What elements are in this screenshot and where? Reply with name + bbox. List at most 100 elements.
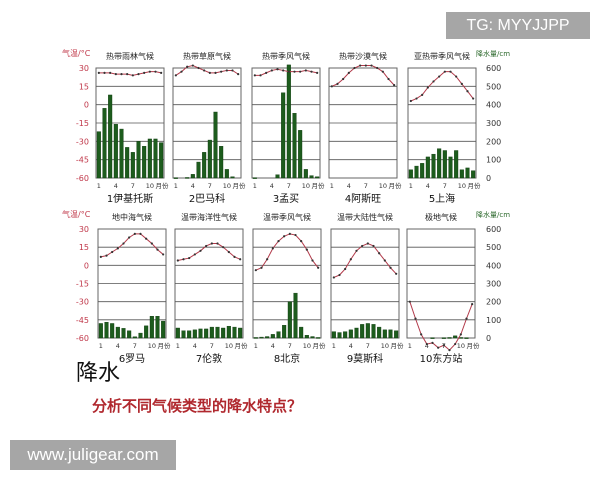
precipitation-bar bbox=[309, 175, 314, 179]
temperature-point bbox=[383, 259, 386, 262]
temperature-point bbox=[182, 258, 185, 261]
month-tick: 7 bbox=[133, 342, 137, 350]
month-tick: 4 bbox=[191, 182, 195, 190]
precipitation-tick: 300 bbox=[486, 119, 501, 128]
precipitation-bar bbox=[447, 337, 452, 339]
temperature-point bbox=[109, 71, 112, 74]
temperature-point bbox=[288, 232, 291, 235]
temperature-point bbox=[237, 73, 240, 76]
precipitation-bar bbox=[431, 153, 436, 179]
month-tick: 10 bbox=[381, 342, 389, 350]
temperature-point bbox=[432, 80, 435, 83]
precipitation-axis-label: 降水量/cm bbox=[476, 210, 510, 219]
temperature-point bbox=[449, 70, 452, 73]
precipitation-bar bbox=[108, 94, 113, 179]
month-tick: 4 bbox=[114, 182, 118, 190]
precipitation-bar bbox=[281, 92, 286, 179]
month-tick: 1 bbox=[408, 342, 412, 350]
temperature-tick: 15 bbox=[79, 243, 89, 252]
temperature-point bbox=[426, 86, 429, 89]
temperature-point bbox=[216, 242, 219, 245]
precipitation-bar bbox=[360, 324, 365, 339]
precipitation-tick: 300 bbox=[486, 280, 501, 289]
chart-title: 极地气候 bbox=[425, 212, 457, 222]
precipitation-bar bbox=[207, 139, 212, 179]
temperature-point bbox=[294, 233, 297, 237]
precipitation-bar bbox=[299, 326, 304, 339]
precipitation-bar bbox=[121, 328, 126, 339]
temperature-point bbox=[393, 84, 396, 87]
temperature-point bbox=[277, 240, 280, 243]
precipitation-bar bbox=[149, 316, 154, 339]
precipitation-bar bbox=[115, 326, 120, 339]
temperature-point bbox=[197, 66, 200, 70]
station-label: 7伦敦 bbox=[196, 352, 222, 365]
temperature-point bbox=[389, 266, 392, 269]
precipitation-bar bbox=[142, 146, 147, 179]
precipitation-bar bbox=[209, 326, 214, 339]
temperature-point bbox=[253, 74, 256, 77]
precipitation-bar bbox=[159, 142, 164, 179]
temperature-point bbox=[300, 240, 303, 243]
temperature-point bbox=[338, 273, 341, 277]
precipitation-bar bbox=[275, 174, 280, 179]
precipitation-bar bbox=[102, 108, 107, 179]
month-tick: 10 bbox=[379, 182, 387, 190]
precipitation-bar bbox=[232, 326, 237, 339]
precipitation-bar bbox=[377, 326, 382, 339]
precipitation-bar bbox=[226, 325, 231, 339]
temperature-point bbox=[114, 73, 117, 76]
precipitation-bar bbox=[365, 323, 370, 339]
precipitation-bar bbox=[282, 325, 287, 339]
temperature-tick: 15 bbox=[79, 82, 89, 91]
month-tick: 4 bbox=[271, 342, 275, 350]
precipitation-heading: 降水 bbox=[76, 361, 121, 386]
temperature-point bbox=[148, 70, 151, 73]
temperature-point bbox=[160, 71, 163, 74]
temperature-point bbox=[425, 342, 428, 346]
temperature-tick: 0 bbox=[84, 261, 89, 270]
temperature-point bbox=[162, 253, 165, 256]
temperature-point bbox=[191, 64, 194, 67]
precipitation-bar bbox=[238, 327, 243, 339]
precipitation-bar bbox=[310, 336, 315, 339]
temperature-line bbox=[410, 71, 474, 102]
temperature-line bbox=[331, 65, 395, 87]
precipitation-bar bbox=[316, 337, 321, 339]
month-tick: 4 bbox=[116, 342, 120, 350]
temperature-point bbox=[239, 258, 242, 261]
temperature-point bbox=[332, 276, 335, 279]
precipitation-bar bbox=[414, 165, 419, 179]
month-tick: 4 bbox=[347, 182, 351, 190]
temperature-tick: 30 bbox=[79, 64, 89, 73]
temperature-point bbox=[126, 73, 129, 76]
precipitation-bar bbox=[175, 327, 180, 339]
precipitation-bar bbox=[337, 332, 342, 339]
precipitation-bar bbox=[458, 337, 463, 339]
precipitation-bar bbox=[304, 335, 309, 339]
temperature-point bbox=[103, 71, 106, 74]
temperature-point bbox=[395, 272, 398, 275]
temperature-point bbox=[344, 267, 347, 271]
precipitation-bar bbox=[98, 323, 103, 339]
precipitation-bar bbox=[219, 146, 224, 179]
month-tick: 1 bbox=[253, 182, 257, 190]
precipitation-tick: 100 bbox=[486, 156, 501, 165]
temperature-point bbox=[370, 64, 373, 67]
temperature-point bbox=[336, 82, 339, 85]
month-tick: 1 bbox=[330, 182, 334, 190]
precipitation-tick: 500 bbox=[486, 243, 501, 252]
precipitation-bar bbox=[343, 331, 348, 339]
temperature-point bbox=[311, 259, 314, 262]
temperature-tick: 30 bbox=[79, 225, 89, 234]
month-tick: 1 bbox=[332, 342, 336, 350]
temperature-point bbox=[454, 342, 457, 346]
precipitation-bar bbox=[215, 326, 220, 339]
temperature-point bbox=[188, 256, 191, 260]
temperature-point bbox=[220, 70, 223, 73]
precipitation-bar bbox=[153, 138, 158, 179]
temperature-point bbox=[145, 237, 148, 240]
precipitation-bar bbox=[354, 327, 359, 339]
temperature-point bbox=[271, 247, 274, 250]
